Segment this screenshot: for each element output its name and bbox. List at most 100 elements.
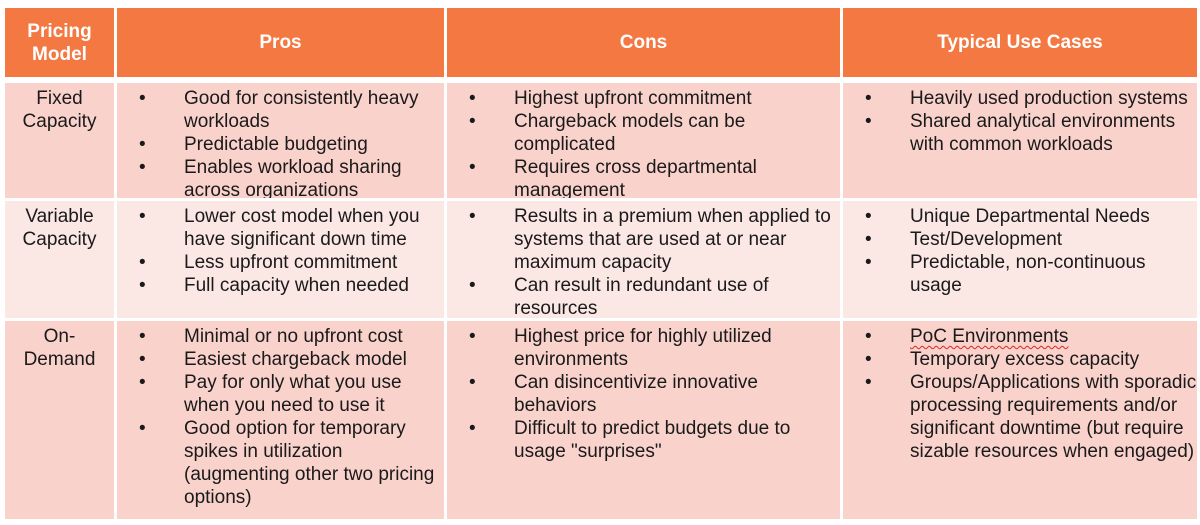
use-cases-cell: • Heavily used production systems • Shared … [843, 83, 1197, 201]
bullet-item: • Difficult to predict budgets due to usa… [447, 417, 840, 463]
bullet-icon: • [865, 111, 872, 132]
pricing-table: Pricing Model Pros Cons Typical Use Case… [5, 8, 1197, 519]
bullet-icon: • [469, 372, 476, 393]
bullet-item: • Unique Departmental Needs [843, 205, 1197, 228]
bullet-item: • Less upfront commitment [117, 251, 444, 274]
bullet-item: • PoC Environments [843, 325, 1197, 348]
bullet-item: • Can disincentivize innovative behaviors [447, 371, 840, 417]
bullet-list: • Highest price for highly utilized envir… [447, 321, 840, 463]
bullet-item: • Predictable budgeting [117, 133, 444, 156]
bullet-icon: • [139, 134, 146, 155]
model-variable-capacity: Variable Capacity [5, 201, 117, 321]
bullet-text: Test/Development [910, 229, 1063, 250]
bullet-text: Pay for only what you use when you need … [184, 372, 402, 416]
bullet-text: Good for consistently heavy workloads [184, 88, 419, 132]
bullet-item: • Shared analytical environments with com… [843, 110, 1197, 156]
bullet-list: • Unique Departmental Needs • Test/Developm… [843, 201, 1197, 297]
bullet-text: Temporary excess capacity [910, 349, 1140, 370]
bullet-text: Can disincentivize innovative behaviors [514, 372, 758, 416]
bullet-icon: • [139, 418, 146, 439]
bullet-text: Less upfront commitment [184, 252, 398, 273]
pros-cell: • Lower cost model when you have signific… [117, 201, 447, 321]
bullet-icon: • [469, 275, 476, 296]
bullet-icon: • [865, 252, 872, 273]
bullet-list: • Heavily used production systems • Shared … [843, 83, 1197, 156]
bullet-text: Highest upfront commitment [514, 88, 752, 109]
bullet-text: Shared analytical environments with comm… [910, 111, 1176, 155]
bullet-item: • Pay for only what you use when you need… [117, 371, 444, 417]
bullet-icon: • [469, 111, 476, 132]
bullet-text: PoC Environments [910, 326, 1069, 347]
bullet-icon: • [469, 418, 476, 439]
bullet-item: • Easiest chargeback model [117, 348, 444, 371]
bullet-text: Minimal or no upfront cost [184, 326, 403, 347]
bullet-item: • Test/Development [843, 228, 1197, 251]
bullet-icon: • [139, 252, 146, 273]
bullet-icon: • [139, 349, 146, 370]
header-use-cases: Typical Use Cases [843, 8, 1197, 83]
header-cons: Cons [447, 8, 843, 83]
model-fixed-capacity: Fixed Capacity [5, 83, 117, 201]
bullet-item: • Highest price for highly utilized envir… [447, 325, 840, 371]
bullet-item: • Minimal or no upfront cost [117, 325, 444, 348]
bullet-list: • PoC Environments • Temporary excess capac… [843, 321, 1197, 463]
bullet-icon: • [139, 326, 146, 347]
bullet-text: Can result in redundant use of resources [514, 275, 769, 319]
bullet-icon: • [865, 372, 872, 393]
bullet-list: • Good for consistently heavy workloads • P… [117, 83, 444, 201]
bullet-text: Requires cross departmental management [514, 157, 757, 201]
bullet-text: Highest price for highly utilized enviro… [514, 326, 772, 370]
bullet-icon: • [139, 88, 146, 109]
bullet-item: • Temporary excess capacity [843, 348, 1197, 371]
bullet-item: • Highest upfront commitment [447, 87, 840, 110]
bullet-icon: • [865, 326, 872, 347]
bullet-text: Enables workload sharing across organiza… [184, 157, 402, 201]
bullet-text: Chargeback models can be complicated [514, 111, 746, 155]
bullet-icon: • [469, 206, 476, 227]
header-pros: Pros [117, 8, 447, 83]
bullet-item: • Predictable, non-continuous usage [843, 251, 1197, 297]
bullet-list: • Minimal or no upfront cost • Easiest char… [117, 321, 444, 509]
header-pricing-model: Pricing Model [5, 8, 117, 83]
bullet-list: • Results in a premium when applied to sy… [447, 201, 840, 319]
bullet-item: • Good for consistently heavy workloads [117, 87, 444, 133]
bullet-text: Results in a premium when applied to sys… [514, 206, 831, 273]
bullet-item: • Heavily used production systems [843, 87, 1197, 110]
bullet-item: • Groups/Applications with sporadic proce… [843, 371, 1197, 463]
bullet-text: Lower cost model when you have significa… [184, 206, 420, 250]
bullet-text: Difficult to predict budgets due to usag… [514, 418, 791, 462]
bullet-icon: • [139, 157, 146, 178]
pros-cell: • Minimal or no upfront cost • Easiest char… [117, 321, 447, 519]
bullet-item: • Lower cost model when you have signific… [117, 205, 444, 251]
pros-cell: • Good for consistently heavy workloads • P… [117, 83, 447, 201]
bullet-text: Good option for temporary spikes in util… [184, 418, 435, 508]
bullet-text: Predictable budgeting [184, 134, 368, 155]
bullet-icon: • [469, 88, 476, 109]
bullet-text: Heavily used production systems [910, 88, 1188, 109]
bullet-item: • Can result in redundant use of resource… [447, 274, 840, 319]
bullet-item: • Requires cross departmental management [447, 156, 840, 201]
bullet-item: • Chargeback models can be complicated [447, 110, 840, 156]
model-on-demand: On-Demand [5, 321, 117, 519]
bullet-item: • Good option for temporary spikes in uti… [117, 417, 444, 509]
bullet-icon: • [469, 326, 476, 347]
bullet-icon: • [865, 349, 872, 370]
cons-cell: • Highest upfront commitment • Chargeback m… [447, 83, 843, 201]
bullet-item: • Full capacity when needed [117, 274, 444, 297]
bullet-icon: • [865, 88, 872, 109]
bullet-text: Groups/Applications with sporadic proces… [910, 372, 1197, 462]
bullet-text: Full capacity when needed [184, 275, 409, 296]
bullet-item: • Enables workload sharing across organiz… [117, 156, 444, 201]
bullet-icon: • [865, 206, 872, 227]
use-cases-cell: • PoC Environments • Temporary excess capac… [843, 321, 1197, 519]
bullet-list: • Lower cost model when you have signific… [117, 201, 444, 297]
bullet-text: Easiest chargeback model [184, 349, 407, 370]
bullet-item: • Results in a premium when applied to sy… [447, 205, 840, 274]
bullet-icon: • [865, 229, 872, 250]
bullet-icon: • [139, 275, 146, 296]
cons-cell: • Results in a premium when applied to sy… [447, 201, 843, 321]
bullet-list: • Highest upfront commitment • Chargeback m… [447, 83, 840, 201]
bullet-icon: • [139, 372, 146, 393]
bullet-text: Predictable, non-continuous usage [910, 252, 1146, 296]
bullet-text: Unique Departmental Needs [910, 206, 1150, 227]
